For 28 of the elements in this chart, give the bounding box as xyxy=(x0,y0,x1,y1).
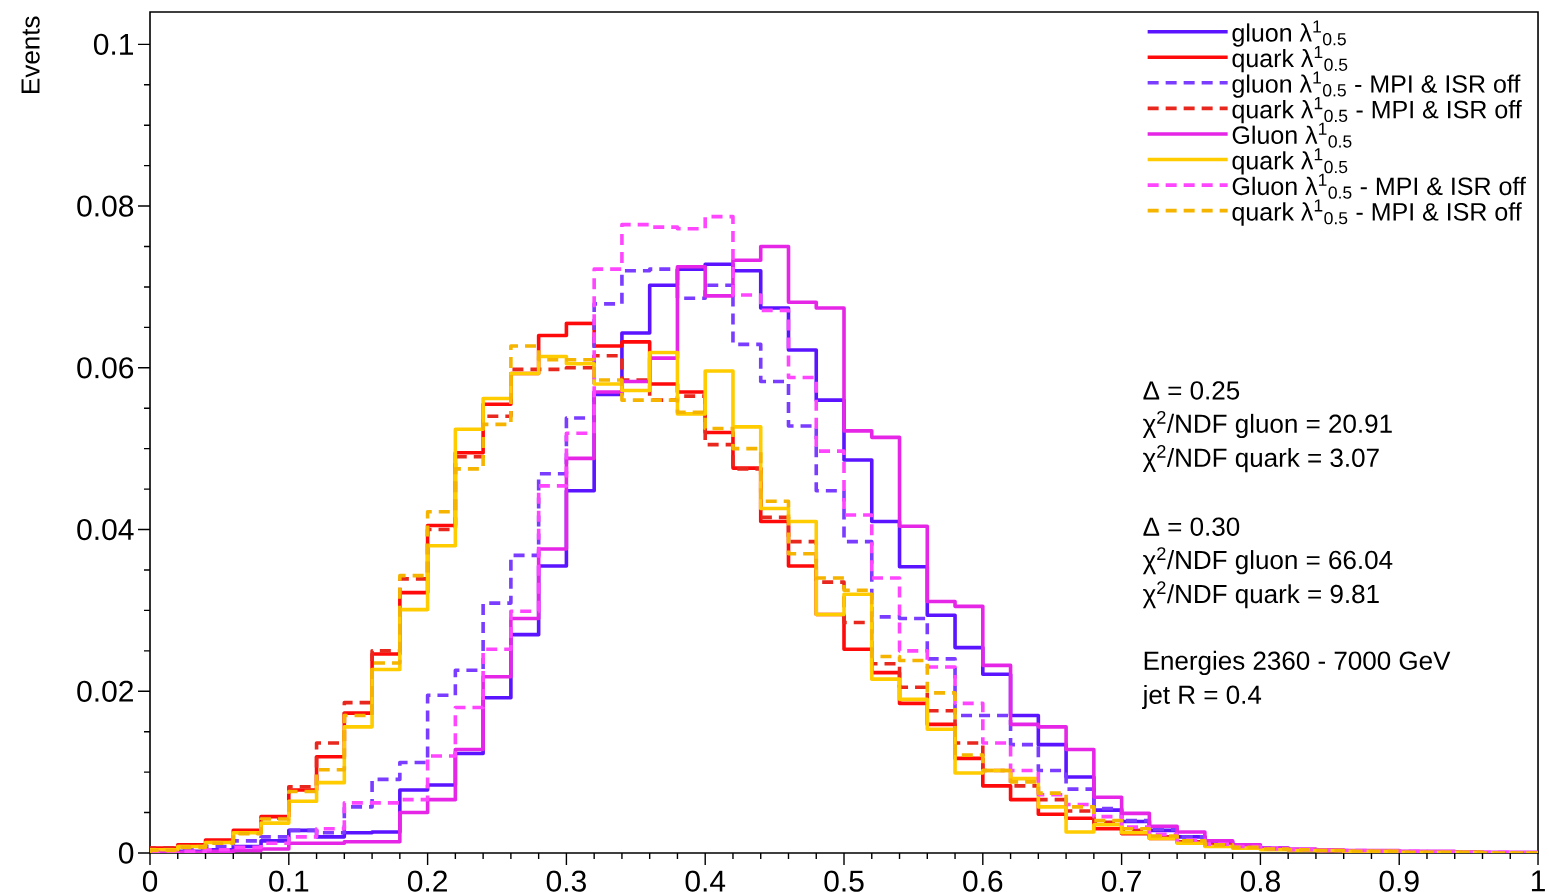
y-axis-title: Events xyxy=(21,16,40,93)
legend-label: gluon λ$^{1}$0.5 xyxy=(1232,20,1346,47)
annotation: χ$^{2}$/NDF quark = 3.07 xyxy=(1142,445,1379,473)
y-tick-label: 0.02 xyxy=(77,680,133,702)
annotation: χ$^{2}$/NDF gluon = 20.91 xyxy=(1142,410,1392,439)
x-tick-label: 0.4 xyxy=(685,870,726,892)
legend-label: quark λ$^{1}$$_{0.5}$ - MPI & ISR off xyxy=(1232,199,1522,226)
annotation: Δ = 0.25 xyxy=(1143,381,1240,400)
annotation: χ$^{2}$/NDF gluon = 66.04 xyxy=(1142,547,1393,575)
annotation: χ$^{2}$/NDF quark = 9.81 xyxy=(1142,581,1379,609)
x-tick-label: 0.8 xyxy=(1240,870,1280,892)
annotation: Δ = 0.30 xyxy=(1143,517,1240,536)
y-tick-label: 0 xyxy=(118,842,134,864)
x-tick-label: 0.1 xyxy=(269,870,309,892)
annotation: Energies 2360 - 7000 GeV xyxy=(1144,650,1451,676)
x-tick-label: 0.6 xyxy=(963,870,1003,892)
x-tick-label: 0.2 xyxy=(407,870,447,892)
y-tick-label: 0.06 xyxy=(77,357,134,379)
annotation: jet R = 0.4 xyxy=(1142,684,1262,710)
x-tick-label: 0.3 xyxy=(546,870,586,892)
x-tick-label: 0.5 xyxy=(824,870,864,892)
x-tick-label: 0.9 xyxy=(1379,870,1419,892)
x-tick-label: 1 xyxy=(1531,870,1545,892)
y-tick-label: 0.08 xyxy=(77,195,134,217)
y-tick-label: 0.1 xyxy=(93,33,134,55)
x-tick-label: 0.7 xyxy=(1101,870,1141,892)
y-tick-label: 0.04 xyxy=(77,518,134,541)
x-tick-label: 0 xyxy=(142,870,158,892)
